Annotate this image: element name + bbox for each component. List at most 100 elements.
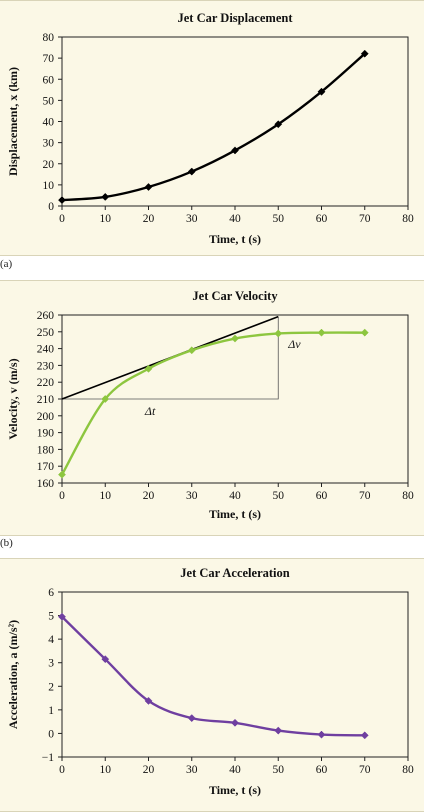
acceleration-y-axis-title: Acceleration, a (m/s²) — [6, 620, 20, 729]
displacement-data-point — [58, 196, 66, 205]
velocity-y-tick-label: 250 — [37, 327, 55, 339]
velocity-chart-title: Jet Car Velocity — [192, 289, 278, 303]
acceleration-data-point — [187, 714, 196, 723]
displacement-y-tick-label: 0 — [48, 201, 54, 213]
acceleration-y-tick-label: 4 — [48, 634, 54, 646]
velocity-delta-v-label: Δv — [287, 337, 301, 351]
velocity-x-axis-title: Time, t (s) — [209, 507, 261, 521]
velocity-y-tick-label: 260 — [37, 310, 55, 322]
acceleration-data-point — [317, 730, 326, 739]
acceleration-y-tick-label: 5 — [48, 611, 54, 623]
displacement-x-tick-label: 50 — [273, 213, 285, 225]
velocity-data-point — [317, 328, 326, 337]
velocity-data-point — [360, 328, 369, 337]
acceleration-x-tick-label: 10 — [100, 764, 112, 776]
acceleration-x-tick-label: 80 — [402, 764, 414, 776]
velocity-y-tick-label: 160 — [37, 478, 55, 490]
acceleration-y-tick-label: 1 — [48, 705, 54, 717]
velocity-y-tick-label: 230 — [37, 360, 55, 372]
velocity-y-tick-label: 200 — [37, 411, 55, 423]
velocity-data-point — [144, 364, 153, 373]
displacement-x-tick-label: 20 — [143, 213, 155, 225]
acceleration-data-point — [144, 696, 153, 705]
acceleration-x-tick-label: 40 — [229, 764, 241, 776]
velocity-x-tick-label: 70 — [359, 490, 371, 502]
acceleration-x-tick-label: 30 — [186, 764, 198, 776]
velocity-x-tick-label: 50 — [273, 490, 285, 502]
displacement-data-point — [187, 167, 196, 176]
displacement-y-tick-label: 70 — [43, 53, 55, 65]
velocity-x-tick-label: 80 — [402, 490, 414, 502]
displacement-x-axis-title: Time, t (s) — [209, 232, 261, 246]
displacement-y-tick-label: 80 — [43, 32, 55, 44]
displacement-x-tick-label: 30 — [186, 213, 198, 225]
acceleration-x-axis-title: Time, t (s) — [209, 783, 261, 797]
velocity-series-line — [60, 331, 365, 476]
velocity-y-tick-label: 220 — [37, 377, 55, 389]
acceleration-data-point — [101, 655, 110, 664]
chart-panel-velocity — [0, 280, 424, 536]
panel-label-b: (b) — [0, 537, 13, 549]
acceleration-data-point — [58, 612, 66, 621]
displacement-x-tick-label: 60 — [316, 213, 328, 225]
acceleration-y-tick-label: 0 — [48, 728, 54, 740]
acceleration-data-point — [231, 718, 239, 727]
velocity-data-point — [231, 334, 239, 343]
velocity-x-tick-label: 20 — [143, 490, 155, 502]
displacement-series-line — [61, 52, 366, 202]
displacement-data-point — [317, 87, 326, 96]
displacement-chart-title: Jet Car Displacement — [177, 11, 293, 25]
acceleration-y-tick-label: 3 — [48, 658, 54, 670]
displacement-y-tick-label: 50 — [43, 95, 55, 107]
velocity-y-tick-label: 190 — [37, 428, 55, 440]
displacement-data-point — [274, 120, 283, 129]
displacement-x-tick-label: 40 — [229, 213, 241, 225]
velocity-data-point — [274, 329, 283, 338]
displacement-y-tick-label: 40 — [43, 117, 55, 129]
acceleration-data-point — [274, 726, 283, 735]
velocity-x-tick-label: 0 — [59, 490, 65, 502]
displacement-y-tick-label: 10 — [43, 180, 55, 192]
velocity-x-tick-label: 60 — [316, 490, 328, 502]
acceleration-chart: Jet Car Acceleration 0 10 20 30 40 50 60 70 80 −1 0… — [6, 566, 414, 797]
velocity-slope-triangle — [62, 316, 279, 400]
displacement-data-point — [101, 192, 110, 201]
acceleration-x-tick-label: 60 — [316, 764, 328, 776]
velocity-data-point — [101, 395, 110, 403]
velocity-x-tick-label: 40 — [229, 490, 241, 502]
velocity-y-tick-label: 210 — [37, 394, 55, 406]
velocity-data-point — [187, 346, 196, 355]
displacement-y-axis-title: Displacement, x (km) — [6, 67, 20, 176]
acceleration-y-tick-label: 6 — [48, 587, 54, 599]
acceleration-x-tick-label: 70 — [359, 764, 371, 776]
velocity-y-tick-label: 180 — [37, 444, 55, 456]
acceleration-x-tick-label: 50 — [273, 764, 285, 776]
velocity-x-tick-label: 30 — [186, 490, 198, 502]
displacement-y-tick-label: 60 — [43, 74, 55, 86]
acceleration-x-tick-label: 0 — [59, 764, 65, 776]
panel-label-a: (a) — [0, 258, 13, 270]
velocity-y-tick-label: 170 — [37, 461, 55, 473]
displacement-x-tick-label: 0 — [59, 213, 65, 225]
displacement-data-point — [144, 183, 153, 191]
displacement-data-point — [231, 146, 239, 155]
acceleration-data-point — [360, 731, 369, 740]
acceleration-plot-frame — [61, 591, 409, 758]
acceleration-y-tick-label: −1 — [42, 752, 54, 764]
acceleration-series-line — [61, 615, 365, 737]
displacement-y-tick-label: 30 — [43, 138, 55, 150]
chart-panel-displacement — [0, 0, 424, 256]
velocity-x-tick-label: 10 — [100, 490, 112, 502]
displacement-x-tick-label: 80 — [402, 213, 414, 225]
velocity-y-tick-label: 240 — [37, 344, 55, 356]
displacement-data-point — [360, 49, 369, 58]
displacement-x-tick-label: 70 — [359, 213, 371, 225]
displacement-chart: Jet Car Displacement 0 10 20 30 40 50 60 70 80 0 10… — [6, 11, 414, 246]
acceleration-y-tick-label: 2 — [48, 681, 54, 693]
chart-panel-acceleration — [0, 558, 424, 812]
displacement-y-tick-label: 20 — [43, 159, 55, 171]
velocity-y-axis-title: Velocity, v (m/s) — [6, 358, 20, 439]
velocity-delta-t-label: Δt — [144, 404, 156, 418]
acceleration-chart-title: Jet Car Acceleration — [180, 566, 289, 580]
